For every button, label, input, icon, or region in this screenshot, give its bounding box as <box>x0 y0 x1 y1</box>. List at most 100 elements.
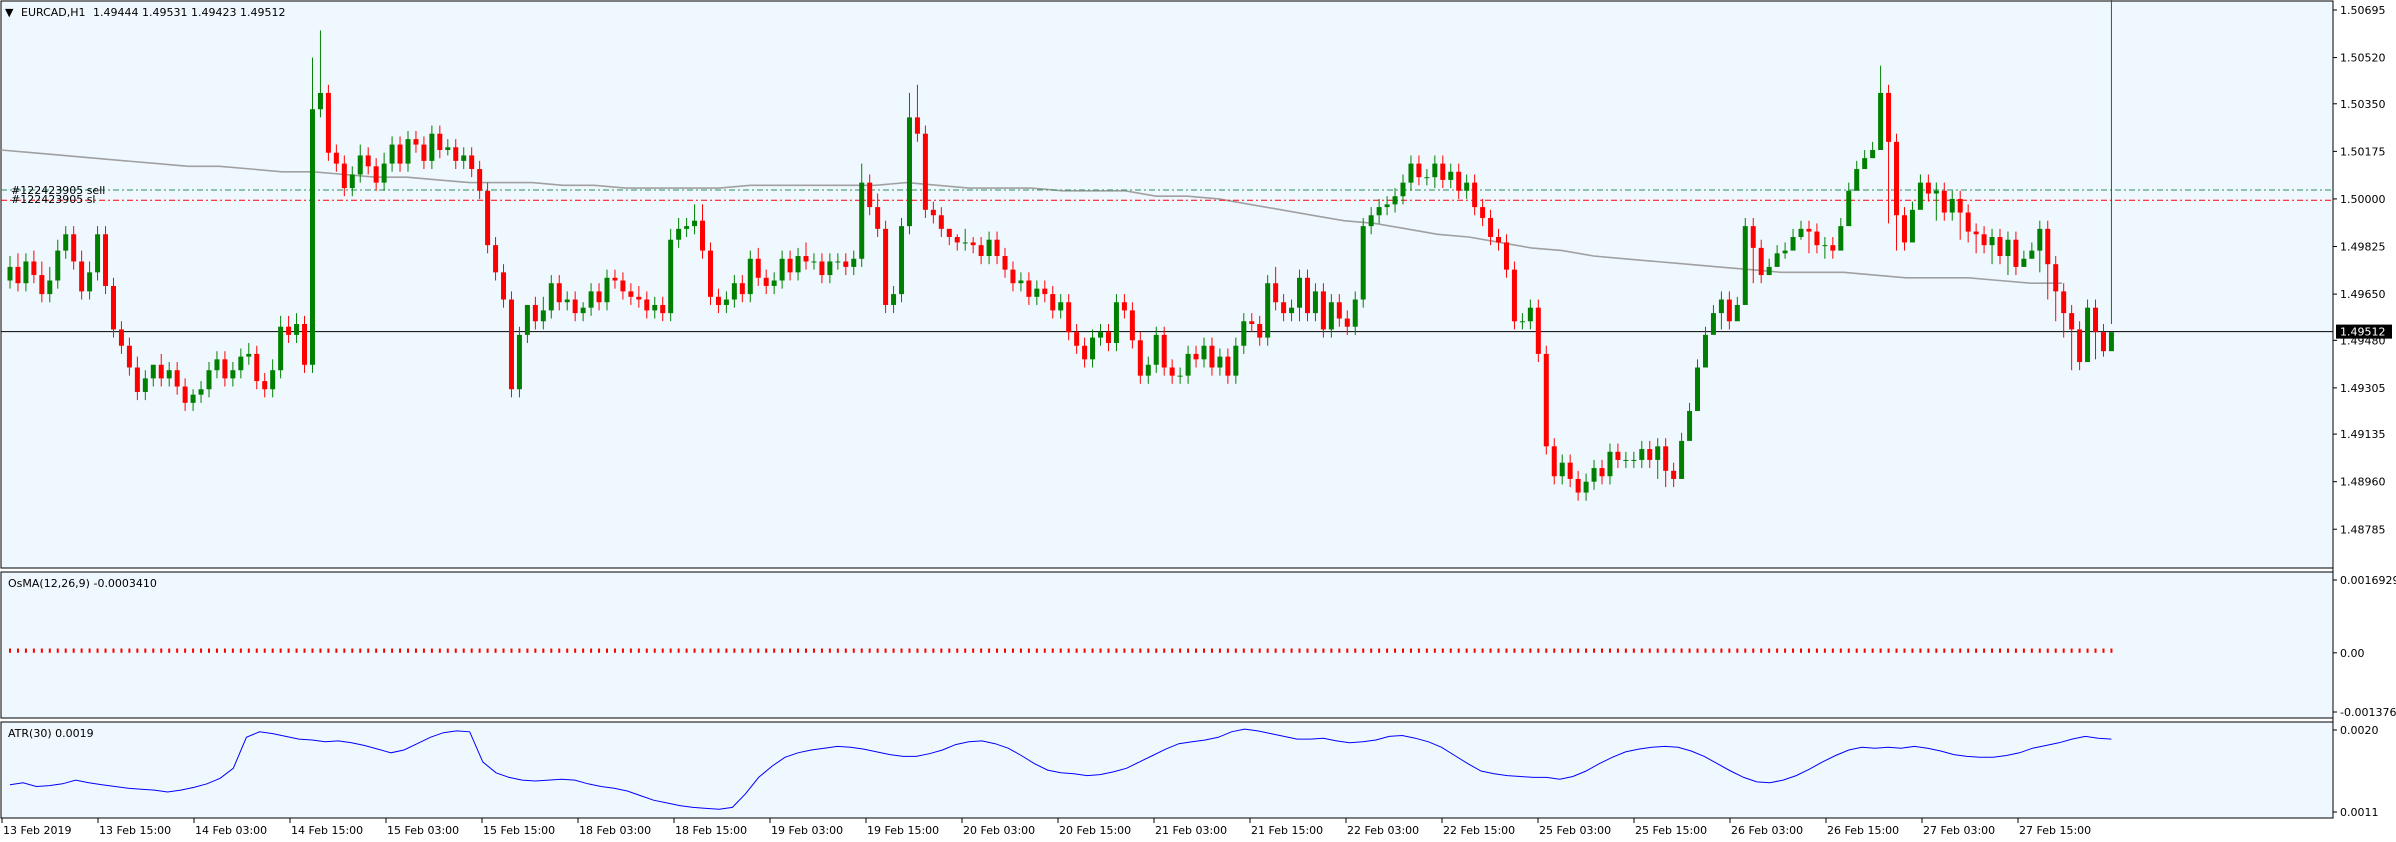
candle-body <box>532 304 538 322</box>
candle-body <box>628 291 634 297</box>
candle-body <box>2061 291 2067 314</box>
main-title: EURCAD,H1 <box>21 6 86 19</box>
candle-body <box>962 242 968 244</box>
candle-body <box>31 261 37 276</box>
candle-body <box>1432 163 1438 178</box>
time-tick-label: 21 Feb 15:00 <box>1251 824 1323 837</box>
candle-body <box>580 307 586 314</box>
candle-body <box>1448 171 1454 180</box>
candle-body <box>190 394 196 403</box>
candle-body <box>1965 212 1971 232</box>
time-tick-label: 18 Feb 03:00 <box>579 824 651 837</box>
candle-body <box>1456 171 1462 191</box>
candle-body <box>684 226 690 229</box>
candle-body <box>2053 264 2059 292</box>
candle-body <box>1957 198 1963 213</box>
main-chart-marks <box>0 0 2333 501</box>
candle-body <box>461 155 467 161</box>
time-tick-label: 27 Feb 15:00 <box>2019 824 2091 837</box>
candle-body <box>325 92 331 153</box>
candle-body <box>1870 150 1876 159</box>
candle-body <box>1201 345 1207 360</box>
candle-body <box>47 280 53 295</box>
candle-body <box>1663 446 1669 471</box>
candle-body <box>1488 217 1494 238</box>
axis-labels: 1.50695 1.50520 1.50350 1.50175 1.50000 1.498… <box>1 4 2396 837</box>
candle-body <box>700 220 706 251</box>
candle-body <box>1647 449 1653 460</box>
candle-body <box>1989 237 1995 246</box>
candle-body <box>230 370 236 379</box>
candle-body <box>1782 250 1788 254</box>
atr-tick-label: 0.0011 <box>2340 806 2379 819</box>
time-tick-label: 22 Feb 03:00 <box>1347 824 1419 837</box>
atr-line-marks <box>9 728 2112 810</box>
candle-body <box>1814 231 1820 246</box>
candle-body <box>1185 353 1191 376</box>
candle-body <box>1098 332 1104 338</box>
order-sell-label[interactable]: #122423905 sell <box>11 184 105 197</box>
candle-body <box>1591 468 1597 482</box>
candle-body <box>1281 302 1287 314</box>
main-title-arrow[interactable]: ▼ <box>5 6 14 19</box>
candle-body <box>87 272 93 292</box>
candle-body <box>1010 269 1016 284</box>
atr-line <box>9 728 2112 810</box>
candle-body <box>39 275 45 295</box>
candle-body <box>1376 207 1382 216</box>
candle-body <box>1909 209 1915 243</box>
candle-body <box>1153 334 1159 365</box>
atr-title: ATR(30) 0.0019 <box>8 727 94 740</box>
ohlc-label: 1.49444 1.49531 1.49423 1.49512 <box>93 6 285 19</box>
time-tick-label: 18 Feb 15:00 <box>675 824 747 837</box>
price-tick-label: 1.49650 <box>2340 288 2386 301</box>
candle-body <box>1527 307 1533 322</box>
candle-body <box>2077 329 2083 363</box>
candle-body <box>126 345 132 368</box>
candle-body <box>1503 242 1509 270</box>
candle-body <box>954 237 960 243</box>
candle-body <box>811 261 817 263</box>
time-tick-label: 25 Feb 15:00 <box>1635 824 1707 837</box>
candle-body <box>1265 283 1271 338</box>
candle-body <box>1973 231 1979 235</box>
candle-body <box>1742 226 1748 305</box>
candle-body <box>1320 291 1326 330</box>
candle-body <box>1121 302 1127 311</box>
time-tick-label: 25 Feb 03:00 <box>1539 824 1611 837</box>
candle-body <box>1710 313 1716 335</box>
time-tick-label: 22 Feb 15:00 <box>1443 824 1515 837</box>
candle-body <box>1567 462 1573 479</box>
candle-body <box>1225 356 1231 376</box>
candle-body <box>660 304 666 314</box>
candle-body <box>540 310 546 322</box>
candle-body <box>891 294 897 305</box>
candle-body <box>739 283 745 295</box>
candle-body <box>827 261 833 276</box>
candle-body <box>1352 299 1358 327</box>
candle-body <box>1559 462 1565 477</box>
osma-tick-label: 0.00 <box>2340 647 2365 660</box>
candle-body <box>1002 256 1008 270</box>
candle-body <box>771 280 777 286</box>
candle-body <box>644 299 650 311</box>
osma-tick-label: -0.0013763 <box>2340 706 2396 719</box>
candle-body <box>1575 478 1581 493</box>
atr-pane <box>0 721 2334 819</box>
candle-body <box>1535 307 1541 354</box>
candle-body <box>214 359 220 371</box>
candle-body <box>1169 367 1175 376</box>
candle-body <box>707 250 713 297</box>
candle-body <box>110 285 116 330</box>
candle-body <box>1901 215 1907 243</box>
candle-body <box>103 234 109 286</box>
candle-body <box>747 258 753 295</box>
candle-body <box>1655 446 1661 460</box>
candle-body <box>763 277 769 286</box>
candle-body <box>572 299 578 314</box>
order-sl-label[interactable]: #122423905 sl <box>11 193 96 206</box>
candle-body <box>2085 307 2091 363</box>
candle-body <box>302 323 308 365</box>
